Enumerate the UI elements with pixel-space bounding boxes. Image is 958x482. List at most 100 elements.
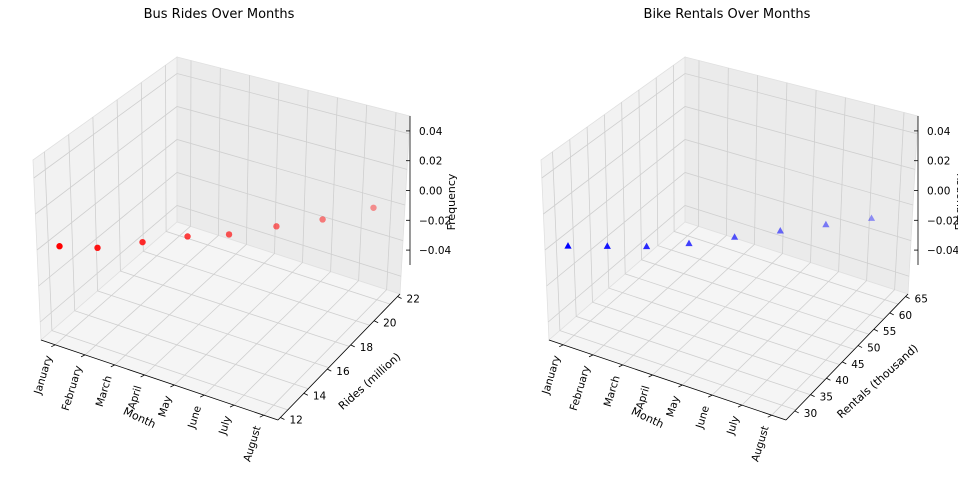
z-tick-label: −0.02 (927, 215, 958, 227)
data-point (94, 244, 101, 252)
x-tick-label: July (725, 415, 742, 438)
y-tick-label: 12 (289, 414, 302, 426)
x-axis-line (40, 339, 279, 421)
x-axis-label: Month (629, 405, 666, 431)
z-tick-label: 0.00 (927, 186, 950, 198)
data-point (139, 238, 146, 246)
data-point (370, 204, 377, 211)
x-tick-label: June (694, 404, 712, 430)
y-tick (889, 312, 894, 316)
x-tick (110, 364, 115, 368)
z-gridline (38, 172, 404, 287)
x-tick (51, 344, 56, 348)
x-gridline (622, 75, 758, 366)
bus-rides-3d-plot: Bus Rides Over Months January February Marc… (32, 7, 458, 463)
z-tick-label: −0.02 (419, 215, 451, 227)
z-gridline (543, 106, 916, 215)
y-gridline (655, 77, 884, 320)
y-tick (280, 417, 285, 420)
z-tick-label: 0.04 (927, 126, 951, 138)
y-tick (327, 368, 332, 372)
x-tick (229, 404, 235, 408)
y-axis-line (277, 293, 401, 421)
x-gridline (652, 82, 788, 376)
z-tick-label: −0.04 (419, 245, 451, 257)
chart-title: Bus Rides Over Months (144, 7, 295, 22)
x-tick-label: March (602, 374, 623, 408)
data-point (776, 227, 784, 234)
x-tick-label: May (156, 394, 174, 418)
y-gridline (68, 134, 309, 390)
z-gridline (541, 73, 918, 179)
x-gridline (592, 67, 729, 356)
z-gridline (33, 73, 410, 179)
x-tick (737, 404, 743, 408)
y-tick (857, 345, 863, 348)
x-tick-label: March (94, 374, 115, 408)
y-tick (794, 410, 799, 414)
x-gridline (174, 90, 309, 386)
y-gridline (116, 99, 350, 347)
z-gridline (544, 139, 914, 251)
x-gridline (203, 97, 338, 396)
x-tick-label: June (186, 404, 204, 430)
data-point (564, 242, 572, 249)
x-axis-label: Month (121, 405, 158, 431)
x-gridline (682, 90, 817, 386)
z-tick-label: 0.00 (419, 186, 442, 198)
y-gridline (552, 151, 796, 411)
y-tick (810, 394, 815, 397)
z-tick-label: 0.02 (419, 156, 442, 168)
x-tick (708, 394, 713, 398)
z-gridline (547, 205, 910, 323)
y-gridline (569, 139, 811, 396)
y-tick-label: 45 (851, 359, 864, 371)
data-point (822, 220, 830, 228)
x-gridline (771, 112, 905, 416)
y-tick-label: 65 (915, 294, 928, 306)
x-gridline (144, 82, 280, 376)
data-point (603, 242, 611, 249)
x-tick (648, 374, 653, 378)
z-gridline (546, 172, 912, 287)
y-gridline (673, 65, 899, 305)
x-tick (767, 414, 772, 418)
y-gridline (638, 89, 870, 335)
y-tick-label: 22 (407, 294, 420, 306)
data-point (319, 216, 326, 223)
data-point (184, 233, 191, 240)
y-axis-line (785, 293, 909, 421)
x-gridline (711, 97, 846, 396)
y-tick-label: 20 (383, 318, 396, 330)
x-tick (559, 344, 564, 348)
z-gridline (35, 106, 408, 215)
x-gridline (233, 104, 368, 406)
y-gridline (92, 117, 329, 368)
data-point (867, 214, 876, 221)
z-axis-label: Frequency (445, 173, 458, 230)
data-point (731, 233, 739, 240)
x-axis-line (548, 339, 787, 421)
x-tick-label: January (540, 354, 563, 397)
x-tick (618, 364, 623, 368)
x-tick (678, 384, 683, 388)
y-tick-label: 16 (336, 366, 350, 378)
y-gridline (586, 126, 826, 381)
y-tick-label: 40 (835, 375, 848, 387)
y-tick (350, 344, 355, 348)
z-tick-label: 0.04 (419, 126, 443, 138)
y-tick (905, 296, 910, 299)
data-point (273, 223, 280, 230)
x-tick (140, 374, 145, 378)
y-tick-label: 30 (804, 408, 817, 420)
y-tick-label: 14 (313, 390, 327, 402)
x-tick-label: August (749, 425, 771, 464)
y-gridline (140, 82, 370, 326)
y-tick-label: 50 (867, 343, 880, 355)
x-tick (80, 354, 86, 358)
y-tick (303, 392, 309, 396)
x-gridline (263, 112, 397, 416)
x-tick-label: May (664, 394, 682, 418)
chart-title: Bike Rentals Over Months (644, 7, 811, 22)
